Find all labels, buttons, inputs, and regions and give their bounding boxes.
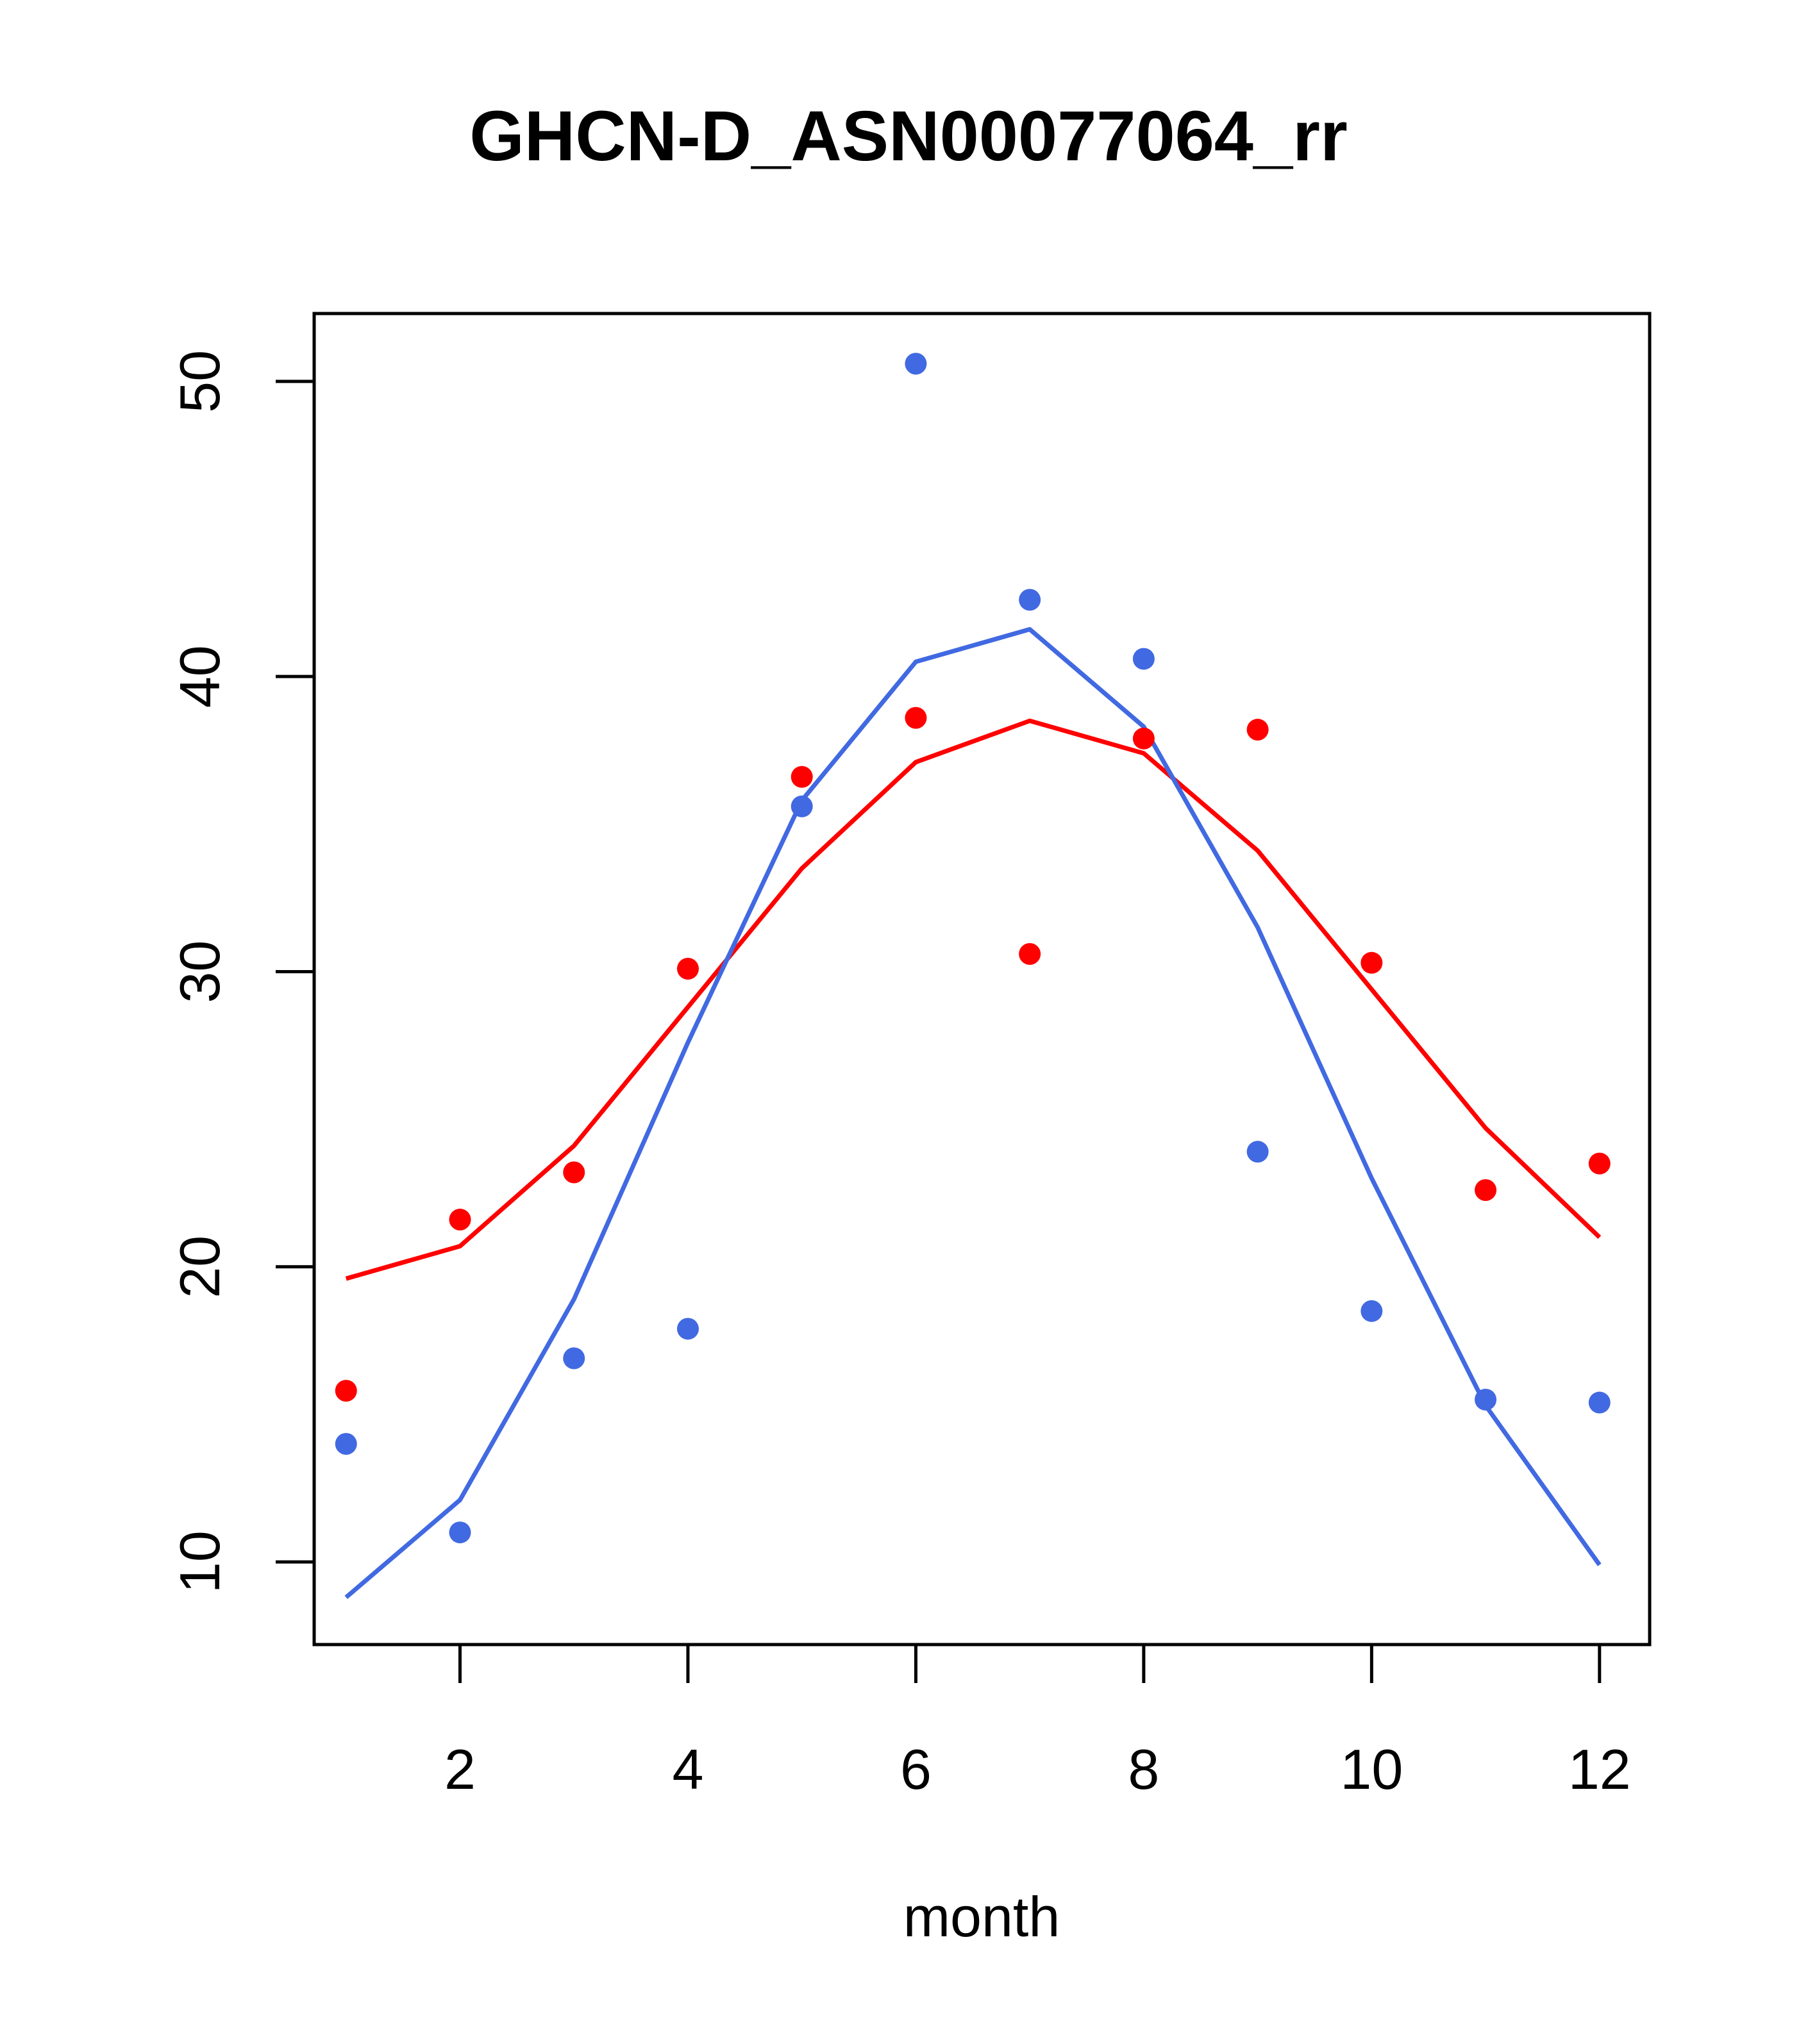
series-2-point [1246, 1141, 1269, 1163]
series-2-point [676, 1318, 699, 1340]
series-2-point [791, 795, 813, 817]
series-1-point [1132, 727, 1155, 750]
series-1-point [1019, 942, 1041, 965]
series-2-point [563, 1347, 585, 1370]
x-tick-label: 10 [1340, 1738, 1403, 1801]
series-1-point [905, 707, 927, 729]
series-2-line [344, 627, 1602, 1600]
x-tick-label: 2 [444, 1738, 476, 1801]
series-1-point [1588, 1152, 1611, 1175]
series-1-point [449, 1209, 471, 1231]
series-points [335, 353, 1611, 1544]
series-2-point [1361, 1300, 1383, 1322]
series-1-point [676, 957, 699, 980]
y-tick-label: 20 [168, 1236, 231, 1298]
series-2-point [905, 353, 927, 375]
series-2-point [449, 1521, 471, 1544]
y-tick-label: 50 [168, 350, 231, 413]
series-1-point [1246, 719, 1269, 741]
y-tick-label: 40 [168, 645, 231, 708]
series-2-point [1588, 1391, 1611, 1414]
y-axis: 10 20 30 40 50 [168, 350, 314, 1593]
series-1-point [791, 766, 813, 788]
x-tick-label: 8 [1128, 1738, 1159, 1801]
x-tick-label: 12 [1568, 1738, 1631, 1801]
plot-frame [312, 312, 1652, 1646]
series-1-point [1475, 1179, 1497, 1202]
y-tick-label: 10 [168, 1530, 231, 1593]
y-tick-label: 30 [168, 941, 231, 1003]
series-1-point [563, 1161, 585, 1184]
series-2-point [335, 1432, 357, 1455]
series-2-point [1019, 589, 1041, 611]
series-1-point [1361, 951, 1383, 974]
series-2-point [1132, 648, 1155, 670]
series-1-line [345, 718, 1602, 1281]
series-1-point [335, 1380, 357, 1402]
series-lines [344, 627, 1602, 1600]
x-tick-label: 6 [900, 1738, 932, 1801]
x-axis: 2 4 6 8 10 12 [444, 1645, 1631, 1801]
chart-title: GHCN-D_ASN00077064_rr [469, 97, 1348, 176]
series-2-point [1475, 1388, 1497, 1411]
x-tick-label: 4 [672, 1738, 703, 1801]
x-axis-title: month [903, 1885, 1060, 1948]
